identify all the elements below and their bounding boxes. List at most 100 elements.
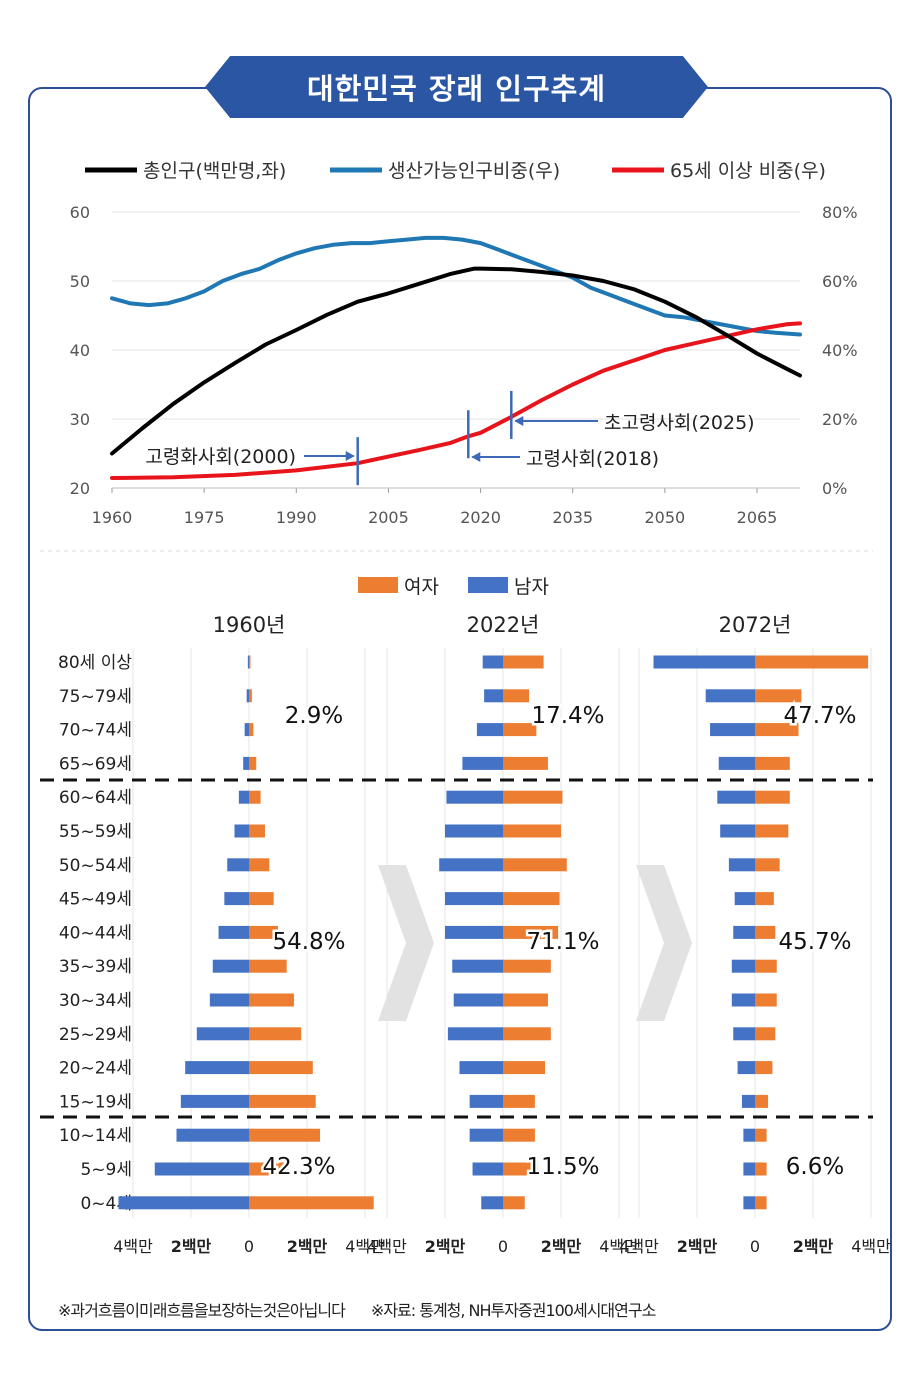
female-bar <box>503 723 537 737</box>
age-group-label: 55~59세 <box>59 822 132 842</box>
male-bar <box>484 689 503 703</box>
female-bar <box>755 756 790 770</box>
age-group-label: 45~49세 <box>59 890 132 910</box>
legend-label: 생산가능인구비중(우) <box>388 160 560 182</box>
share-label: 47.7% <box>783 703 856 729</box>
male-bar <box>209 993 249 1007</box>
chevron-arrow <box>636 865 692 1021</box>
female-bar <box>503 1094 535 1108</box>
legend-label: 65세 이상 비중(우) <box>670 160 826 182</box>
age-group-label: 50~54세 <box>59 856 132 876</box>
x-tick-label: 4백만 <box>367 1237 407 1256</box>
x-tick-label: 0 <box>244 1237 254 1256</box>
female-bar <box>503 1027 551 1041</box>
female-bar <box>503 892 560 906</box>
x-tick-label: 0 <box>498 1237 508 1256</box>
female-bar <box>755 1027 776 1041</box>
line-chart: 총인구(백만명,좌) 생산가능인구비중(우) 65세 이상 비중(우) 60 50 40 3… <box>70 160 858 527</box>
age-group-label: 60~64세 <box>59 788 132 808</box>
female-bar <box>755 1128 767 1142</box>
male-bar <box>462 756 503 770</box>
female-bar <box>503 858 567 872</box>
female-bar <box>755 824 789 838</box>
male-bar <box>196 1027 249 1041</box>
annotation-label: 초고령사회(2025) <box>604 412 755 434</box>
male-bar <box>469 1094 503 1108</box>
female-bar <box>503 1162 538 1176</box>
x-tick-label: 2050 <box>644 508 685 527</box>
male-bar <box>476 723 503 737</box>
chart-frame <box>28 87 892 1331</box>
male-bar <box>741 1094 755 1108</box>
female-bar <box>249 892 274 906</box>
male-bar <box>452 959 503 973</box>
female-bar <box>755 1196 767 1210</box>
female-bar <box>249 959 287 973</box>
male-bar <box>447 1027 503 1041</box>
annotation-label: 고령사회(2018) <box>526 448 659 470</box>
male-bar <box>445 824 503 838</box>
female-bar <box>249 790 261 804</box>
female-bar <box>755 1094 769 1108</box>
female-bar <box>503 655 544 669</box>
x-tick-label: 2백만 <box>287 1237 328 1256</box>
annotation-label: 고령화사회(2000) <box>145 446 296 468</box>
female-bar <box>249 689 252 703</box>
x-tick-label: 2005 <box>368 508 409 527</box>
male-bar <box>717 790 755 804</box>
male-bar <box>180 1094 249 1108</box>
age-group-label: 5~9세 <box>80 1160 132 1180</box>
right-tick-label: 40% <box>822 341 858 360</box>
female-bar <box>755 925 776 939</box>
male-bar <box>224 892 249 906</box>
age-group-label: 25~29세 <box>59 1025 132 1045</box>
age-group-label: 30~34세 <box>59 991 132 1011</box>
x-tick-label: 2백만 <box>793 1237 834 1256</box>
male-bar <box>247 655 249 669</box>
male-bar <box>743 1162 755 1176</box>
male-bar <box>737 1061 755 1075</box>
male-bar <box>453 993 503 1007</box>
female-bar <box>503 824 561 838</box>
panel-year-label: 1960년 <box>213 613 286 637</box>
male-bar <box>227 858 249 872</box>
female-bar <box>503 959 551 973</box>
age-group-label: 35~39세 <box>59 957 132 977</box>
x-tick-label: 4백만 <box>345 1237 385 1256</box>
male-bar <box>238 790 249 804</box>
male-bar <box>481 1196 503 1210</box>
female-bar <box>249 858 270 872</box>
left-tick-label: 50 <box>70 272 90 291</box>
male-bar <box>439 858 503 872</box>
panel-year-label: 2072년 <box>719 613 792 637</box>
x-tick-label: 4백만 <box>619 1237 659 1256</box>
male-bar <box>731 993 755 1007</box>
female-bar <box>249 655 251 669</box>
x-tick-label: 2백만 <box>171 1237 212 1256</box>
female-bar <box>503 1128 535 1142</box>
female-bar <box>249 993 294 1007</box>
male-bar <box>244 723 249 737</box>
arrow-head <box>345 451 355 461</box>
male-bar <box>733 925 755 939</box>
male-bar <box>731 959 755 973</box>
male-bar <box>720 824 755 838</box>
male-bar <box>246 689 249 703</box>
male-bar <box>718 756 755 770</box>
female-bar <box>755 790 790 804</box>
right-tick-label: 20% <box>822 410 858 429</box>
male-bar <box>446 790 503 804</box>
age-group-label: 65~69세 <box>59 754 132 774</box>
male-bar <box>653 655 755 669</box>
x-tick-label: 0 <box>750 1237 760 1256</box>
female-bar <box>503 756 548 770</box>
legend-label: 여자 <box>404 576 439 598</box>
x-tick-label: 2백만 <box>677 1237 718 1256</box>
arrow-head <box>471 452 481 462</box>
right-tick-label: 0% <box>822 479 847 498</box>
arrow-head <box>514 416 524 426</box>
female-bar <box>755 723 799 737</box>
x-tick-label: 2020 <box>460 508 501 527</box>
age-group-label: 40~44세 <box>59 923 132 943</box>
